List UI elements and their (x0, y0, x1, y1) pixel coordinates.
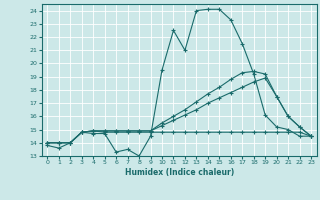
X-axis label: Humidex (Indice chaleur): Humidex (Indice chaleur) (124, 168, 234, 177)
